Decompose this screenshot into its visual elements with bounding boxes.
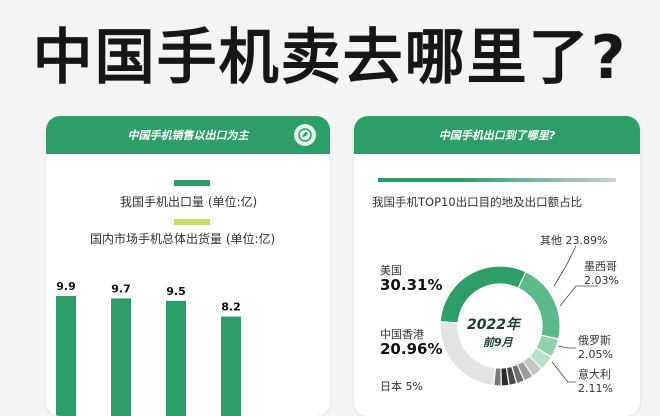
label-other-name: 其他 (540, 234, 562, 247)
label-japan: 日本 5% (380, 380, 423, 393)
bar-label-3: 9.5 (166, 285, 186, 298)
bar-chart: 9.9 9.7 9.5 8.2 (56, 280, 241, 416)
bar-label-1: 9.9 (56, 280, 76, 293)
donut-slice-11 (439, 321, 497, 387)
right-panel-title: 中国手机出口到了哪里? (438, 129, 556, 142)
legend-swatch-export (174, 180, 210, 186)
label-usa-value: 30.31% (380, 276, 443, 294)
left-panel-title: 中国手机销售以出口为主 (127, 129, 249, 142)
leader-line-3 (557, 345, 576, 349)
leader-line-4 (551, 361, 576, 383)
donut-subtitle: 我国手机TOP10出口目的地及出口额占比 (372, 195, 583, 209)
label-hk-name: 中国香港 (380, 328, 424, 341)
label-mexico-name: 墨西哥 (584, 260, 617, 273)
label-russia: 俄罗斯 2.05% (578, 334, 613, 362)
bar-3 (166, 300, 186, 416)
label-russia-name: 俄罗斯 (578, 334, 611, 347)
legend-swatch-domestic (174, 219, 210, 225)
bar-1 (56, 296, 76, 416)
label-mexico-value: 2.03% (584, 274, 619, 287)
label-mexico: 墨西哥 2.03% (584, 260, 619, 288)
label-usa: 美国 30.31% (380, 264, 442, 294)
label-usa-name: 美国 (380, 264, 402, 277)
donut-center-period: 前9月 (483, 336, 513, 349)
donut-slice-2 (517, 271, 561, 340)
legend-label-export: 我国手机出口量 (单位:亿) (120, 195, 258, 209)
label-hk: 中国香港 20.96% (380, 328, 442, 358)
leaf-circle-icon (294, 124, 316, 146)
label-other: 其他 23.89% (540, 234, 607, 248)
label-hk-value: 20.96% (380, 340, 443, 358)
label-other-value: 23.89% (565, 234, 608, 247)
leader-line-2 (559, 285, 598, 307)
divider-line (378, 178, 616, 182)
bar-label-2: 9.7 (111, 282, 131, 295)
bar-label-4: 8.2 (221, 301, 241, 314)
leader-line-1 (553, 245, 577, 287)
export-bar-panel: 中国手机销售以出口为主 我国手机出口量 (单位:亿) 国内市场手机总体出货量 (… (46, 116, 330, 416)
headline: 中国手机卖去哪里了? (32, 23, 628, 93)
label-russia-value: 2.05% (578, 348, 613, 361)
bar-2 (111, 298, 131, 416)
label-italy-value: 2.11% (578, 382, 613, 395)
donut-center-year: 2022年 (467, 317, 520, 333)
label-italy: 意大利 2.11% (578, 368, 613, 396)
bar-4 (221, 316, 241, 416)
destination-donut-panel: 中国手机出口到了哪里? 我国手机TOP10出口目的地及出口额占比 2022年 前… (354, 116, 640, 416)
left-panel-header: 中国手机销售以出口为主 (46, 116, 330, 154)
donut-chart (439, 245, 598, 387)
legend-label-domestic: 国内市场手机总体出货量 (单位:亿) (90, 232, 276, 246)
label-italy-name: 意大利 (578, 368, 611, 381)
right-panel-header: 中国手机出口到了哪里? (354, 116, 640, 154)
